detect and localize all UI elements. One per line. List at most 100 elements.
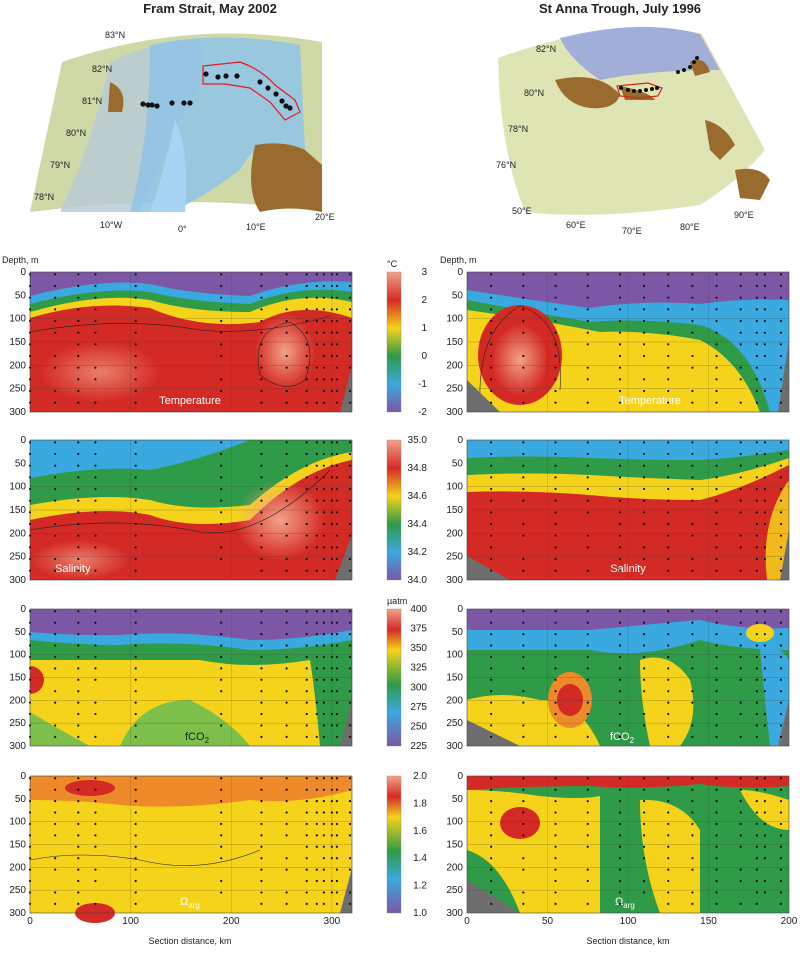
left-row0-station-8-130 xyxy=(305,331,308,334)
left-row2-depth-tick-50: 50 xyxy=(15,627,27,638)
left-row1-station-4-55 xyxy=(134,464,137,467)
right-row0-station-3-80 xyxy=(586,308,589,311)
right-row2-station-3-105 xyxy=(586,655,589,659)
left-row2-station-4-255 xyxy=(134,724,137,727)
left-row1-station-8-55 xyxy=(305,464,308,467)
right-row3-station-1-280 xyxy=(522,902,525,905)
left-row3-station-4-30 xyxy=(134,788,137,791)
right-row1-station-8-80 xyxy=(715,476,718,479)
right-row1-station-9-205 xyxy=(739,534,742,537)
right-row2-station-9-230 xyxy=(739,712,742,716)
left-row0-station-2-80 xyxy=(77,308,80,311)
right-row0-station-12-280 xyxy=(779,401,783,404)
right-row1-station-10-255 xyxy=(755,557,758,561)
right-row0-station-11-80 xyxy=(763,308,766,311)
left-row0-frame xyxy=(29,271,353,413)
right-row3-station-12-105 xyxy=(779,822,783,826)
left-row1-station-3-30 xyxy=(94,452,97,456)
right-row2-depth-tick-150: 150 xyxy=(446,673,463,684)
right-row2-station-11-30 xyxy=(763,621,766,624)
left-row1-station-11-30 xyxy=(330,452,333,456)
left-row3-station-8-280 xyxy=(305,902,308,905)
right-row0-station-2-205 xyxy=(554,366,557,369)
right-row3-station-3-280 xyxy=(586,902,589,905)
left-row0-station-8-105 xyxy=(305,319,308,323)
left-row0-station-12-280 xyxy=(335,401,339,404)
right-row2-station-8-180 xyxy=(715,690,718,693)
left-row1-station-2-205 xyxy=(77,534,80,537)
right-row0-station-6-205 xyxy=(667,366,670,369)
left-row1-station-10-105 xyxy=(322,487,325,491)
right-row1-station-7-105 xyxy=(691,487,694,491)
left-row2-station-10-180 xyxy=(322,690,325,693)
left-temp-seafloor xyxy=(340,366,352,412)
left-row2-station-1-5 xyxy=(54,610,57,613)
right-row2-station-11-80 xyxy=(763,644,766,647)
right-map-novaya-zemlya xyxy=(705,120,735,160)
right-row3-station-1-80 xyxy=(522,811,525,814)
left-row2-station-2-155 xyxy=(77,678,80,681)
colorbar-2-unit: µatm xyxy=(387,596,407,606)
right-row1-station-5-155 xyxy=(643,511,646,514)
right-row3-station-4-155 xyxy=(618,845,622,848)
left-map-station-11 xyxy=(257,79,263,85)
left-map-station-7 xyxy=(203,71,209,77)
left-row0-depth-tick-200: 200 xyxy=(9,360,26,371)
right-row0-station-9-130 xyxy=(739,331,742,334)
right-row2-station-6-130 xyxy=(667,667,670,670)
left-row1-station-3-80 xyxy=(94,476,97,479)
left-row1-station-11-55 xyxy=(330,464,333,467)
left-row0-station-3-30 xyxy=(94,284,97,288)
right-row3-station-9-230 xyxy=(739,879,742,883)
left-row3-station-1-130 xyxy=(54,834,57,837)
left-row3-station-4-55 xyxy=(134,800,137,803)
left-row1-station-8-105 xyxy=(305,487,308,491)
left-row0-station-4-280 xyxy=(134,401,137,404)
left-row0-station-10-230 xyxy=(322,378,325,381)
right-row0-station-9-30 xyxy=(739,284,742,288)
left-row3-station-12-55 xyxy=(335,800,339,803)
right-row2-station-6-105 xyxy=(667,655,670,659)
left-row1-station-9-30 xyxy=(315,452,318,456)
left-row2-depth-tick-200: 200 xyxy=(9,695,26,706)
left-row2-station-13-30 xyxy=(348,621,352,624)
right-row3-station-7-180 xyxy=(691,857,694,860)
axis-ticks: 0501001502002503000501001502002503000501… xyxy=(9,267,797,927)
left-row0-station-10-55 xyxy=(322,296,325,299)
right-map-station-2 xyxy=(632,89,636,93)
left-row3-station-10-255 xyxy=(322,891,325,894)
right-row2-station-4-230 xyxy=(618,712,622,716)
right-row3-station-0-30 xyxy=(490,788,493,791)
right-row0-station-0-130 xyxy=(490,331,493,334)
right-row0-station-2-30 xyxy=(554,284,557,288)
left-row3-station-10-5 xyxy=(322,777,325,780)
right-row3-depth-tick-0: 0 xyxy=(457,771,463,782)
left-row0-station-2-255 xyxy=(77,389,80,393)
left-row2-station-12-205 xyxy=(335,701,339,704)
right-row2-station-8-230 xyxy=(715,712,718,716)
colorbar-2-tick-300: 300 xyxy=(410,682,427,693)
left-row2-station-9-80 xyxy=(315,644,318,647)
right-row0-depth-tick-200: 200 xyxy=(446,360,463,371)
left-map-station-8 xyxy=(215,74,221,80)
left-temp-warm-core-2 xyxy=(40,342,160,402)
left-row3-station-6-180 xyxy=(260,857,263,860)
right-row3-station-2-130 xyxy=(554,834,557,837)
left-row2-station-2-255 xyxy=(77,724,80,727)
right-row2-station-6-180 xyxy=(667,690,670,693)
left-row0-station-10-130 xyxy=(322,331,325,334)
right-row1-station-5-30 xyxy=(643,452,646,456)
left-row1-station-5-55 xyxy=(220,464,223,467)
right-row0-station-8-280 xyxy=(715,401,718,404)
left-row3-station-3-130 xyxy=(94,834,97,837)
right-row0-station-0-105 xyxy=(490,319,493,323)
left-row3-station-2-5 xyxy=(77,777,80,780)
left-row2-station-13-280 xyxy=(348,735,352,738)
left-row1-station-7-105 xyxy=(285,487,288,491)
right-row0-depth-tick-0: 0 xyxy=(457,267,463,278)
left-row3-station-7-130 xyxy=(285,834,288,837)
right-row2-station-7-130 xyxy=(691,667,694,670)
left-row1-station-8-5 xyxy=(305,441,308,444)
left-row3-station-2-55 xyxy=(77,800,80,803)
right-row2-station-3-205 xyxy=(586,701,589,704)
